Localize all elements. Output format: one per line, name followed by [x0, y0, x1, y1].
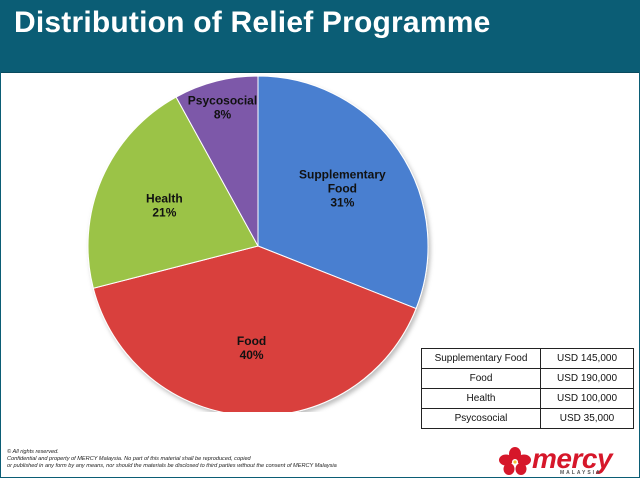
pie-label-percent: 8%: [214, 108, 232, 122]
pie-label-name: Food: [328, 182, 357, 196]
pie-slice-supplementary-food: [257, 75, 429, 310]
table-cell-amount: USD 100,000: [540, 388, 634, 409]
pie-label-name: Psycosocial: [188, 94, 257, 108]
pie-label-supplementary-food: Supplementary Food 31%: [299, 168, 386, 210]
table-row: Food USD 190,000: [421, 368, 634, 389]
hibiscus-icon: [499, 447, 531, 475]
table-cell-category: Food: [421, 368, 541, 389]
table-cell-category: Supplementary Food: [421, 348, 541, 369]
table-cell-category: Psycosocial: [421, 408, 541, 429]
table-cell-category: Health: [421, 388, 541, 409]
table-cell-amount: USD 190,000: [540, 368, 634, 389]
footer-line-1: © All rights reserved.: [7, 449, 59, 455]
pie-label-percent: 21%: [152, 205, 176, 219]
copyright-footer: © All rights reserved. Confidential and …: [7, 449, 477, 471]
pie-slice-food: [92, 245, 417, 412]
table-cell-amount: USD 35,000: [540, 408, 634, 429]
pie-label-psycosocial: Psycosocial 8%: [188, 94, 257, 122]
pie-chart: Supplementary Food 31%Food 40%Health 21%Psyc…: [87, 75, 429, 412]
pie-label-name: Health: [146, 191, 183, 205]
amount-table: Supplementary Food USD 145,000 Food USD 190…: [421, 348, 634, 429]
pie-slice-health: [87, 96, 259, 289]
pie-label-name: Supplementary: [299, 168, 386, 182]
table-row: Psycosocial USD 35,000: [421, 408, 634, 429]
pie-label-percent: 40%: [240, 348, 264, 362]
logo-wordmark: mercy: [532, 443, 613, 474]
pie-label-food: Food 40%: [237, 334, 266, 362]
pie-label-name: Food: [237, 334, 266, 348]
title-bar: Distribution of Relief Programme: [0, 0, 640, 73]
pie-slice-psycosocial: [175, 75, 259, 247]
pie-label-percent: 31%: [330, 196, 354, 210]
mercy-logo: mercy MALAYSIA: [498, 443, 636, 476]
slide-title: Distribution of Relief Programme: [14, 6, 491, 39]
footer-line-2: Confidential and property of MERCY Malay…: [7, 456, 251, 463]
table-row: Supplementary Food USD 145,000: [421, 348, 634, 369]
footer-line-3: or published in any form by any means, n…: [7, 463, 337, 470]
logo-subtitle: MALAYSIA: [560, 470, 602, 476]
table-cell-amount: USD 145,000: [540, 348, 634, 369]
table-row: Health USD 100,000: [421, 388, 634, 409]
pie-label-health: Health 21%: [146, 191, 183, 219]
